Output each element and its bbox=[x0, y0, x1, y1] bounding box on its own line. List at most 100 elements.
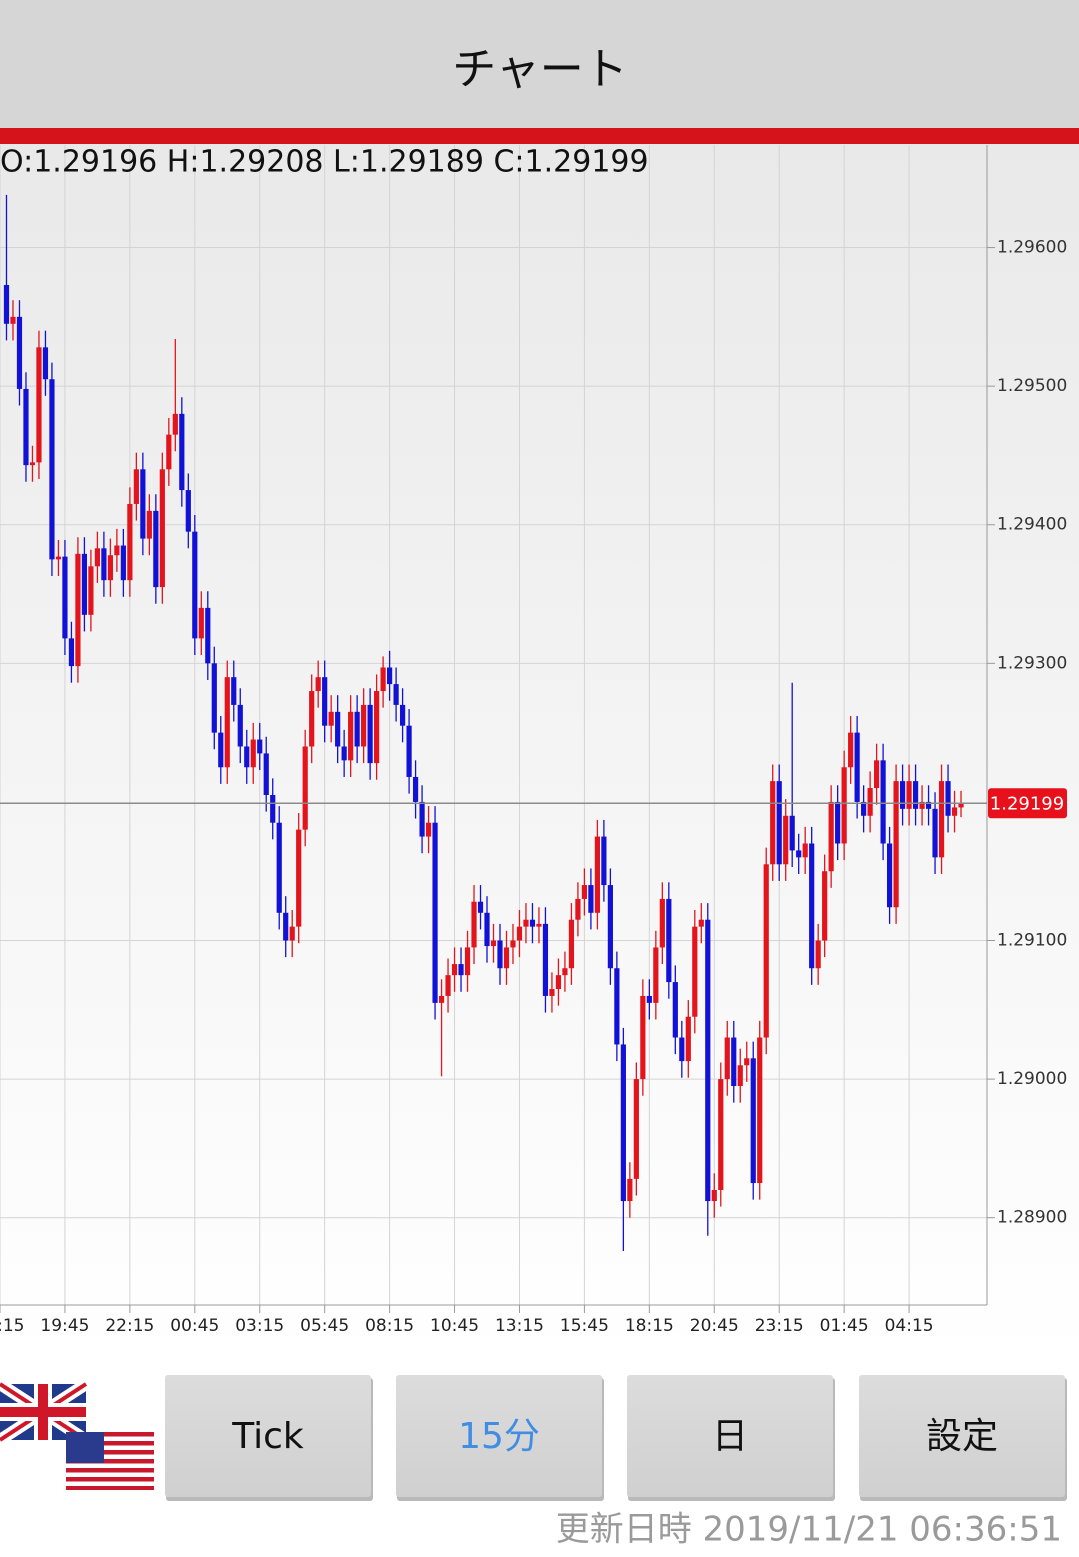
candle-body bbox=[224, 677, 230, 768]
candle-body bbox=[270, 794, 276, 823]
x-tick-label: 00:45 bbox=[170, 1316, 219, 1336]
candle-body bbox=[867, 788, 873, 816]
candle-body bbox=[542, 923, 549, 996]
button-face[interactable] bbox=[396, 1375, 602, 1497]
candle-body bbox=[783, 815, 789, 865]
candle-body bbox=[744, 1058, 750, 1066]
candle-body bbox=[835, 801, 841, 844]
candle-body bbox=[432, 822, 438, 1003]
candle-body bbox=[646, 995, 652, 1003]
header-bar bbox=[0, 0, 1079, 128]
button-face[interactable] bbox=[859, 1375, 1065, 1497]
candle-body bbox=[731, 1037, 737, 1087]
x-tick-label: 04:15 bbox=[885, 1316, 934, 1336]
button-face[interactable] bbox=[165, 1375, 371, 1497]
candle-body bbox=[458, 964, 464, 976]
candle-body bbox=[179, 413, 185, 491]
candle-body bbox=[166, 434, 172, 470]
candle-body bbox=[594, 836, 600, 913]
candle-body bbox=[757, 1037, 763, 1184]
candle-body bbox=[880, 760, 886, 844]
button-face[interactable] bbox=[627, 1375, 833, 1497]
toolbar-button[interactable]: 日 bbox=[627, 1375, 835, 1501]
x-tick-label: 17:15 bbox=[0, 1316, 25, 1336]
candle-body bbox=[802, 843, 808, 858]
candle-body bbox=[536, 923, 542, 927]
candle-body bbox=[348, 711, 354, 761]
candle-body bbox=[633, 1079, 639, 1179]
candle-body bbox=[861, 801, 867, 816]
candle-body bbox=[848, 732, 854, 768]
candle-body bbox=[529, 919, 536, 927]
candle-body bbox=[510, 940, 516, 948]
candle-body bbox=[653, 947, 659, 1003]
candle-body bbox=[951, 807, 958, 816]
candle-body bbox=[237, 704, 243, 747]
candle-body bbox=[912, 781, 919, 809]
candle-body bbox=[893, 781, 899, 908]
candle-body bbox=[81, 553, 88, 615]
candle-body bbox=[114, 545, 120, 556]
candle-body bbox=[94, 548, 100, 567]
candle-body bbox=[140, 469, 146, 539]
candle-body bbox=[945, 781, 951, 816]
button-label[interactable]: 日 bbox=[712, 1416, 748, 1457]
candle-body bbox=[211, 663, 217, 733]
candle-body bbox=[62, 556, 68, 639]
candle-body bbox=[607, 885, 613, 969]
button-label[interactable]: Tick bbox=[231, 1416, 304, 1457]
button-label[interactable]: 設定 bbox=[926, 1416, 998, 1457]
last-price-box bbox=[988, 788, 1067, 819]
candle-body bbox=[705, 919, 711, 1202]
update-time: 更新日時 2019/11/21 06:36:51 bbox=[556, 1510, 1062, 1550]
candle-body bbox=[503, 947, 510, 969]
accent-bar bbox=[0, 128, 1079, 144]
x-tick-label: 01:45 bbox=[820, 1316, 869, 1336]
candle-body bbox=[627, 1178, 633, 1202]
candle-body bbox=[133, 469, 139, 504]
candle-body bbox=[107, 555, 113, 581]
candle-body bbox=[185, 490, 191, 532]
candle-body bbox=[523, 919, 529, 927]
candle-body bbox=[172, 413, 178, 435]
y-tick-label: 1.29100 bbox=[997, 931, 1067, 951]
candle-body bbox=[601, 836, 607, 886]
last-price-label: 1.29199 bbox=[990, 793, 1064, 814]
candle-body bbox=[477, 901, 484, 913]
x-tick-label: 05:45 bbox=[300, 1316, 349, 1336]
candle-body bbox=[367, 704, 373, 764]
toolbar-button[interactable]: Tick bbox=[165, 1375, 373, 1501]
candle-body bbox=[640, 995, 646, 1080]
candle-body bbox=[555, 975, 562, 990]
candle-body bbox=[451, 964, 458, 976]
y-tick-label: 1.29500 bbox=[997, 376, 1067, 396]
candle-body bbox=[101, 548, 107, 581]
candle-body bbox=[29, 462, 36, 466]
candle-body bbox=[932, 808, 938, 858]
candle-body bbox=[315, 677, 321, 692]
candle-body bbox=[679, 1037, 685, 1062]
candle-body bbox=[445, 975, 451, 996]
toolbar-button[interactable]: 設定 bbox=[859, 1375, 1067, 1501]
candle-body bbox=[412, 776, 419, 802]
candle-body bbox=[874, 760, 880, 789]
candle-body bbox=[692, 926, 698, 1017]
candle-body bbox=[36, 347, 42, 463]
candle-body bbox=[672, 982, 678, 1038]
ohlc-label: O:1.29196 H:1.29208 L:1.29189 C:1.29199 bbox=[0, 145, 649, 180]
candle-body bbox=[399, 704, 406, 726]
candle-body bbox=[750, 1058, 756, 1184]
button-label[interactable]: 15分 bbox=[458, 1416, 540, 1457]
candle-body bbox=[328, 711, 334, 726]
candle-body bbox=[666, 898, 672, 983]
toolbar-button[interactable]: 15分 bbox=[396, 1375, 604, 1501]
candle-body bbox=[464, 947, 471, 976]
candle-body bbox=[296, 829, 302, 927]
candle-body bbox=[438, 995, 445, 1003]
candle-body bbox=[276, 822, 282, 913]
candle-body bbox=[588, 885, 594, 913]
candle-body bbox=[958, 803, 964, 808]
candle-body bbox=[127, 503, 133, 581]
x-tick-label: 03:15 bbox=[235, 1316, 284, 1336]
candle-body bbox=[42, 347, 49, 380]
